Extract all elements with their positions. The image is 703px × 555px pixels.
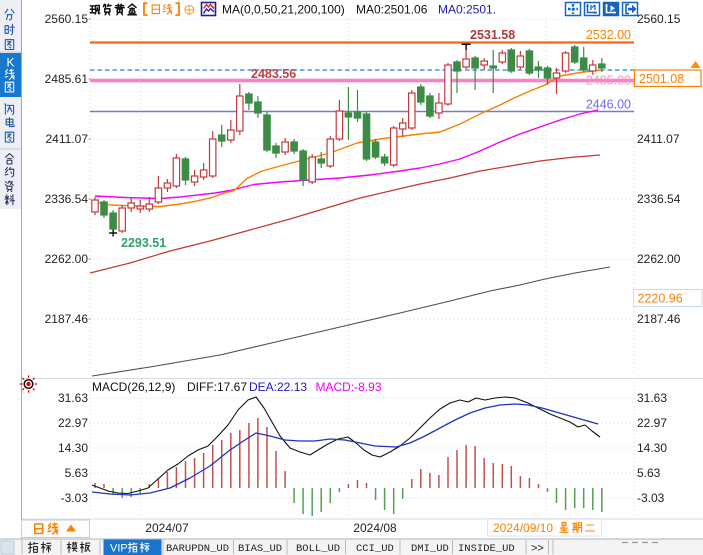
svg-text:MA0:2501.06: MA0:2501.06: [356, 3, 428, 17]
svg-text:-3.03: -3.03: [61, 491, 89, 505]
svg-text:2187.46: 2187.46: [637, 312, 681, 326]
svg-text:DIFF:17.67: DIFF:17.67: [187, 380, 247, 394]
svg-text:2560.15: 2560.15: [45, 12, 89, 26]
svg-text:2446.00: 2446.00: [586, 98, 631, 112]
svg-text:2262.00: 2262.00: [45, 252, 89, 266]
svg-text:BIAS_UD: BIAS_UD: [238, 543, 282, 555]
svg-text:2485.00: 2485.00: [586, 74, 631, 88]
svg-text:-3.03: -3.03: [637, 491, 665, 505]
svg-text:22.97: 22.97: [637, 416, 667, 430]
svg-text:2483.56: 2483.56: [251, 67, 296, 81]
svg-text:BOLL_UD: BOLL_UD: [296, 543, 340, 555]
svg-text:INSIDE_UD: INSIDE_UD: [458, 543, 515, 555]
svg-text:2024/07: 2024/07: [145, 521, 189, 535]
svg-text:2531.58: 2531.58: [470, 28, 515, 42]
svg-text:2293.51: 2293.51: [121, 236, 166, 250]
svg-text:DEA:22.13: DEA:22.13: [249, 380, 307, 394]
svg-text:14.30: 14.30: [637, 441, 667, 455]
svg-text:2560.15: 2560.15: [637, 12, 681, 26]
svg-text:MACD:-8.93: MACD:-8.93: [316, 380, 382, 394]
svg-text:MACD(26,12,9): MACD(26,12,9): [92, 380, 175, 394]
svg-text:2024/08: 2024/08: [353, 521, 397, 535]
svg-text:DMI_UD: DMI_UD: [411, 543, 449, 555]
svg-text:2501.08: 2501.08: [639, 72, 684, 86]
svg-text:>>: >>: [531, 543, 544, 555]
svg-text:2485.61: 2485.61: [45, 72, 89, 86]
svg-text:2411.07: 2411.07: [637, 132, 680, 146]
svg-text:CCI_UD: CCI_UD: [356, 543, 394, 555]
svg-text:MA(0,0,50,21,200,100): MA(0,0,50,21,200,100): [222, 3, 345, 17]
svg-text:31.63: 31.63: [58, 391, 88, 405]
svg-text:2336.54: 2336.54: [637, 192, 681, 206]
svg-text:BARUPDN_UD: BARUPDN_UD: [166, 543, 229, 555]
svg-text:31.63: 31.63: [637, 391, 667, 405]
svg-text:2336.54: 2336.54: [45, 192, 89, 206]
svg-text:2024/09/10: 2024/09/10: [493, 521, 553, 535]
svg-text:MA0:2501.: MA0:2501.: [438, 3, 496, 17]
svg-text:14.30: 14.30: [58, 441, 88, 455]
svg-text:2187.46: 2187.46: [45, 312, 89, 326]
svg-text:VIP: VIP: [110, 543, 128, 555]
svg-text:K: K: [6, 56, 14, 70]
svg-text:5.63: 5.63: [65, 466, 89, 480]
svg-text:5.63: 5.63: [637, 466, 661, 480]
svg-text:2411.07: 2411.07: [46, 132, 89, 146]
svg-text:22.97: 22.97: [58, 416, 88, 430]
svg-text:2220.96: 2220.96: [638, 292, 683, 306]
svg-text:2532.00: 2532.00: [586, 28, 631, 42]
svg-text:2262.00: 2262.00: [637, 252, 681, 266]
